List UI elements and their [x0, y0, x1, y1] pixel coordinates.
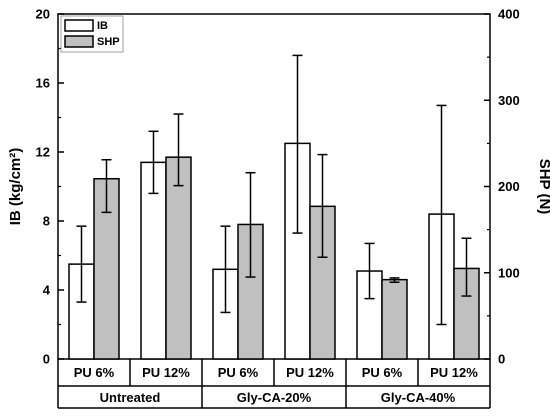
shp-bar — [165, 156, 192, 360]
left-y-tick-label: 20 — [36, 7, 50, 22]
group-label: Untreated — [100, 390, 161, 405]
right-y-tick-label: 300 — [498, 93, 520, 108]
category-label: PU 6% — [218, 365, 259, 380]
group-label: Gly-CA-40% — [381, 390, 456, 405]
category-label: PU 6% — [74, 365, 115, 380]
legend-ib-label: IB — [97, 20, 108, 32]
legend-ib-swatch — [64, 19, 94, 32]
right-axis-title: SHP (N) — [536, 159, 550, 215]
shp-bar — [381, 278, 408, 360]
group-label: Gly-CA-20% — [237, 390, 312, 405]
category-label: PU 6% — [362, 365, 403, 380]
right-y-tick-label: 100 — [498, 265, 520, 280]
left-y-tick-label: 8 — [43, 214, 50, 229]
left-y-tick-label: 0 — [43, 352, 50, 367]
category-label: PU 12% — [430, 365, 478, 380]
left-y-tick-label: 4 — [43, 283, 51, 298]
left-y-tick-label: 16 — [36, 76, 50, 91]
category-label: PU 12% — [142, 365, 190, 380]
right-y-tick-label: 400 — [498, 7, 520, 22]
right-y-tick-label: 0 — [498, 352, 505, 367]
plot-frame — [57, 13, 491, 360]
left-y-tick-label: 12 — [36, 145, 50, 160]
legend-shp-label: SHP — [97, 36, 120, 48]
left-axis-title: IB (kg/cm²) — [7, 148, 24, 226]
category-label: PU 12% — [286, 365, 334, 380]
legend-shp-swatch — [64, 35, 94, 48]
right-y-tick-label: 200 — [498, 179, 520, 194]
